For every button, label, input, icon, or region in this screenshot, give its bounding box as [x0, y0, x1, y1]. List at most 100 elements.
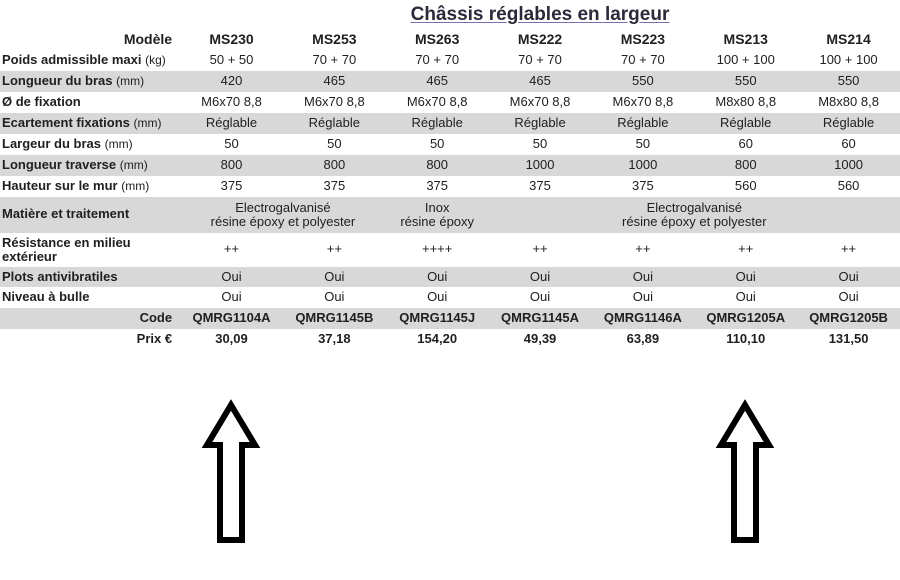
data-cell: 37,18	[283, 329, 386, 350]
data-cell: ++	[283, 233, 386, 266]
data-cell: 50 + 50	[180, 50, 283, 71]
row-label: Longueur du bras (mm)	[0, 71, 180, 92]
data-cell: Réglable	[489, 113, 592, 134]
data-cell: 30,09	[180, 329, 283, 350]
row-label: Niveau à bulle	[0, 287, 180, 308]
data-cell: ++	[797, 233, 900, 266]
data-cell: 100 + 100	[694, 50, 797, 71]
row-label: Prix €	[0, 329, 180, 350]
data-cell: 800	[386, 155, 489, 176]
data-cell: 375	[591, 176, 694, 197]
column-header: MS223	[591, 28, 694, 50]
data-cell: ++	[694, 233, 797, 266]
data-cell: QMRG1104A	[180, 308, 283, 329]
material-cell: Electrogalvanisé résine époxy et polyest…	[489, 197, 900, 234]
data-cell: QMRG1146A	[591, 308, 694, 329]
data-cell: 800	[283, 155, 386, 176]
data-cell: 375	[283, 176, 386, 197]
data-cell: 550	[591, 71, 694, 92]
data-cell: 50	[489, 134, 592, 155]
row-label: Hauteur sur le mur (mm)	[0, 176, 180, 197]
data-cell: M6x70 8,8	[180, 92, 283, 113]
data-cell: Oui	[386, 267, 489, 288]
data-cell: Réglable	[591, 113, 694, 134]
data-cell: 1000	[591, 155, 694, 176]
row-label: Longueur traverse (mm)	[0, 155, 180, 176]
data-cell: 465	[283, 71, 386, 92]
data-cell: QMRG1145A	[489, 308, 592, 329]
data-cell: 70 + 70	[283, 50, 386, 71]
data-cell: Réglable	[386, 113, 489, 134]
data-cell: 154,20	[386, 329, 489, 350]
data-cell: QMRG1205A	[694, 308, 797, 329]
row-label: Code	[0, 308, 180, 329]
data-cell: 50	[180, 134, 283, 155]
data-cell: M6x70 8,8	[283, 92, 386, 113]
data-cell: Réglable	[694, 113, 797, 134]
data-cell: M6x70 8,8	[489, 92, 592, 113]
data-cell: 465	[489, 71, 592, 92]
data-cell: ++	[489, 233, 592, 266]
column-header: MS222	[489, 28, 592, 50]
data-cell: 60	[797, 134, 900, 155]
data-cell: 800	[180, 155, 283, 176]
data-cell: ++	[180, 233, 283, 266]
data-cell: 550	[797, 71, 900, 92]
data-cell: 420	[180, 71, 283, 92]
data-cell: Oui	[797, 267, 900, 288]
data-cell: 560	[694, 176, 797, 197]
data-cell: 375	[489, 176, 592, 197]
row-label: Résistance en milieu extérieur	[0, 233, 180, 266]
data-cell: ++	[591, 233, 694, 266]
data-cell: 465	[386, 71, 489, 92]
data-cell: 60	[694, 134, 797, 155]
data-cell: 800	[694, 155, 797, 176]
data-cell: 50	[591, 134, 694, 155]
data-cell: Oui	[694, 267, 797, 288]
row-label: Ø de fixation	[0, 92, 180, 113]
data-cell: 550	[694, 71, 797, 92]
row-label: Largeur du bras (mm)	[0, 134, 180, 155]
data-cell: M8x80 8,8	[694, 92, 797, 113]
material-cell: Inox résine époxy	[386, 197, 489, 234]
data-cell: Oui	[797, 287, 900, 308]
row-label: Modèle	[0, 28, 180, 50]
data-cell: 375	[180, 176, 283, 197]
data-cell: Oui	[386, 287, 489, 308]
column-header: MS263	[386, 28, 489, 50]
data-cell: 70 + 70	[591, 50, 694, 71]
data-cell: 63,89	[591, 329, 694, 350]
data-cell: 70 + 70	[386, 50, 489, 71]
data-cell: M8x80 8,8	[797, 92, 900, 113]
column-header: MS214	[797, 28, 900, 50]
data-cell: 131,50	[797, 329, 900, 350]
data-cell: M6x70 8,8	[386, 92, 489, 113]
data-cell: Oui	[489, 287, 592, 308]
column-header: MS213	[694, 28, 797, 50]
row-label: Matière et traitement	[0, 197, 180, 234]
data-cell: QMRG1205B	[797, 308, 900, 329]
data-cell: M6x70 8,8	[591, 92, 694, 113]
data-cell: 50	[283, 134, 386, 155]
data-cell: Oui	[694, 287, 797, 308]
row-label: Plots antivibratiles	[0, 267, 180, 288]
data-cell: Réglable	[797, 113, 900, 134]
data-cell: Réglable	[180, 113, 283, 134]
data-cell: 49,39	[489, 329, 592, 350]
row-label: Poids admissible maxi (kg)	[0, 50, 180, 71]
data-cell: Réglable	[283, 113, 386, 134]
data-cell: 110,10	[694, 329, 797, 350]
row-label: Ecartement fixations (mm)	[0, 113, 180, 134]
data-cell: 375	[386, 176, 489, 197]
material-cell: Electrogalvanisé résine époxy et polyest…	[180, 197, 386, 234]
data-cell: 1000	[797, 155, 900, 176]
up-arrow-icon	[721, 405, 769, 540]
data-cell: 1000	[489, 155, 592, 176]
data-cell: Oui	[591, 287, 694, 308]
column-header: MS230	[180, 28, 283, 50]
data-cell: Oui	[283, 287, 386, 308]
data-cell: QMRG1145J	[386, 308, 489, 329]
data-cell: 100 + 100	[797, 50, 900, 71]
data-cell: 70 + 70	[489, 50, 592, 71]
data-cell: Oui	[180, 287, 283, 308]
